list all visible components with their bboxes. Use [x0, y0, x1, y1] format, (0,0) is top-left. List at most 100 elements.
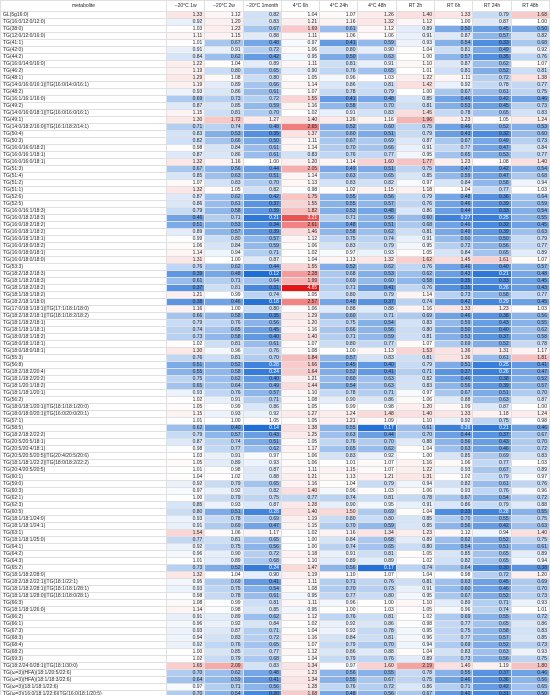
ratio-cell: 0.84	[319, 634, 359, 642]
ratio-cell: 0.96	[319, 487, 359, 495]
ratio-cell: 0.62	[357, 445, 397, 453]
table-row: TG(68:2) 1.00 0.85 0.77 1.12 0.86 0.88 1.04 0.83…	[0, 648, 550, 656]
metabolite-name: TG(14:0/18:2/16:0)|TG(16:1/18:2/14:1)	[0, 123, 167, 131]
ratio-cell: 0.93	[242, 459, 282, 467]
ratio-cell: 0.40	[472, 326, 512, 334]
ratio-cell: 0.85	[242, 606, 282, 614]
ratio-cell: 0.90	[280, 67, 321, 75]
ratio-cell: 0.96	[319, 599, 359, 607]
ratio-cell: 1.19	[280, 571, 321, 579]
ratio-cell: 0.76	[395, 284, 436, 292]
ratio-cell: 1.00	[510, 403, 550, 411]
ratio-cell: 0.53	[204, 130, 244, 138]
ratio-cell: 0.56	[357, 326, 397, 334]
ratio-cell: 0.58	[204, 333, 244, 341]
ratio-cell: 0.46	[434, 95, 474, 103]
ratio-cell: 0.83	[357, 354, 397, 362]
ratio-cell: 1.26	[357, 11, 397, 19]
ratio-cell: 0.35	[472, 53, 512, 61]
ratio-cell: 1.40	[280, 508, 321, 516]
ratio-cell: 0.95	[395, 151, 436, 159]
ratio-cell: 1.16	[319, 18, 359, 26]
ratio-cell: 0.80	[242, 305, 282, 313]
ratio-cell: 0.41	[319, 95, 359, 103]
ratio-cell: 0.73	[434, 291, 474, 299]
ratio-cell: 0.71	[357, 389, 397, 397]
ratio-cell: 1.04	[395, 571, 436, 579]
ratio-cell: 0.47	[510, 368, 550, 376]
ratio-cell: 0.91	[395, 144, 436, 152]
ratio-cell: 0.60	[395, 214, 436, 222]
table-row: GL(5g16:0) 1.33 1.12 0.82 1.04 1.07 1.26 1.40 1.…	[0, 11, 550, 19]
ratio-cell: 0.47	[472, 172, 512, 180]
ratio-cell: 0.59	[242, 242, 282, 250]
ratio-cell: 1.10	[395, 60, 436, 68]
ratio-cell: 0.75	[204, 543, 244, 551]
metabolite-name: TG(16:1/16:1/16:0)	[0, 95, 167, 103]
ratio-cell: 0.94	[510, 179, 550, 187]
ratio-cell: 1.68	[510, 11, 550, 19]
ratio-cell: 0.61	[472, 480, 512, 488]
metabolite-name: TG(16:0/18:2/18:3)	[0, 214, 167, 222]
ratio-cell: 0.56	[510, 676, 550, 684]
ratio-cell: 0.63	[357, 53, 397, 61]
ratio-cell: 0.76	[510, 480, 550, 488]
ratio-cell: 0.53	[510, 123, 550, 131]
ratio-cell: 0.82	[357, 179, 397, 187]
table-row: TG(49:1) 1.30 1.72 1.27 1.40 1.26 1.16 1.96 1.23…	[0, 116, 550, 124]
ratio-cell: 0.65	[165, 382, 206, 390]
ratio-cell: 0.46	[510, 95, 550, 103]
ratio-cell: 1.72	[204, 116, 244, 124]
ratio-cell: 0.37	[472, 669, 512, 677]
ratio-cell: 1.47	[280, 564, 321, 572]
metabolite-name: TG(18:2/18:2/18:1)|TG(18:1/18:2/18:2)	[0, 312, 167, 320]
ratio-cell: 0.75	[319, 319, 359, 327]
ratio-cell: 0.83	[395, 382, 436, 390]
ratio-cell: 0.86	[165, 200, 206, 208]
table-row: TG(20:5/20:5/20:5)|TG(20:4/20:5/20:6) 1.0…	[0, 452, 550, 460]
metabolite-name: TG(ω=3)(18:1/18:1/22:6)	[0, 683, 167, 691]
ratio-cell: 0.67	[434, 389, 474, 397]
ratio-cell: 0.61	[204, 200, 244, 208]
column-header: −20°C 1w	[165, 0, 206, 12]
ratio-cell: 1.14	[319, 158, 359, 166]
ratio-cell: 0.83	[242, 18, 282, 26]
metabolite-name: TG(38:0)	[0, 25, 167, 33]
table-row: TG(18:0/18:1/18:1) 1.02 0.81 0.61 1.07 0.80 0.…	[0, 340, 550, 348]
ratio-cell: 0.12	[242, 270, 282, 278]
ratio-cell: 0.48	[434, 193, 474, 201]
ratio-cell: 0.66	[357, 144, 397, 152]
ratio-cell: 1.06	[204, 529, 244, 537]
ratio-cell: 0.32	[472, 130, 512, 138]
metabolite-name: TG(16:0/16:1/18:3)	[0, 207, 167, 215]
ratio-cell: 0.46	[510, 424, 550, 432]
ratio-cell: 3.21	[280, 214, 321, 222]
table-row: TG(18:1/18:1/20:1) 0.93 0.76 0.57 1.10 0.78 0.…	[0, 389, 550, 397]
ratio-cell: 1.55	[280, 263, 321, 271]
ratio-cell: 0.76	[165, 354, 206, 362]
ratio-cell: 0.90	[357, 46, 397, 54]
ratio-cell: 0.74	[204, 123, 244, 131]
ratio-cell: 1.25	[280, 431, 321, 439]
ratio-cell: 0.55	[510, 214, 550, 222]
table-row: TG(60:3) 0.97 0.92 0.82 1.40 0.96 1.03 1.06 0.93…	[0, 487, 550, 495]
table-row: TG(18:1/18:2/20:2) 0.75 0.62 0.40 1.21 0.60 0.…	[0, 375, 550, 383]
ratio-cell: 1.23	[204, 25, 244, 33]
ratio-cell: 0.64	[204, 382, 244, 390]
ratio-cell: 0.79	[357, 291, 397, 299]
ratio-cell: 0.84	[242, 620, 282, 628]
ratio-cell: 0.79	[357, 88, 397, 96]
ratio-cell: 1.22	[395, 466, 436, 474]
ratio-cell: 0.61	[242, 88, 282, 96]
ratio-cell: 0.80	[395, 326, 436, 334]
ratio-cell: 0.62	[395, 270, 436, 278]
table-row: TG(58:5) 0.62 0.40 0.14 1.38 0.55 0.17 0.61 0.26…	[0, 424, 550, 432]
ratio-cell: 1.10	[319, 571, 359, 579]
ratio-cell: 0.26	[472, 284, 512, 292]
ratio-cell: 0.45	[510, 277, 550, 285]
metabolite-name: TG(69:3)	[0, 655, 167, 663]
metabolite-name: TG(53:3)	[0, 263, 167, 271]
table-row: TG(16:0/16:0/18:2) 0.98 0.84 0.61 1.14 0.70 0.…	[0, 144, 550, 152]
ratio-cell: 0.83	[357, 109, 397, 117]
ratio-cell: 0.61	[472, 354, 512, 362]
